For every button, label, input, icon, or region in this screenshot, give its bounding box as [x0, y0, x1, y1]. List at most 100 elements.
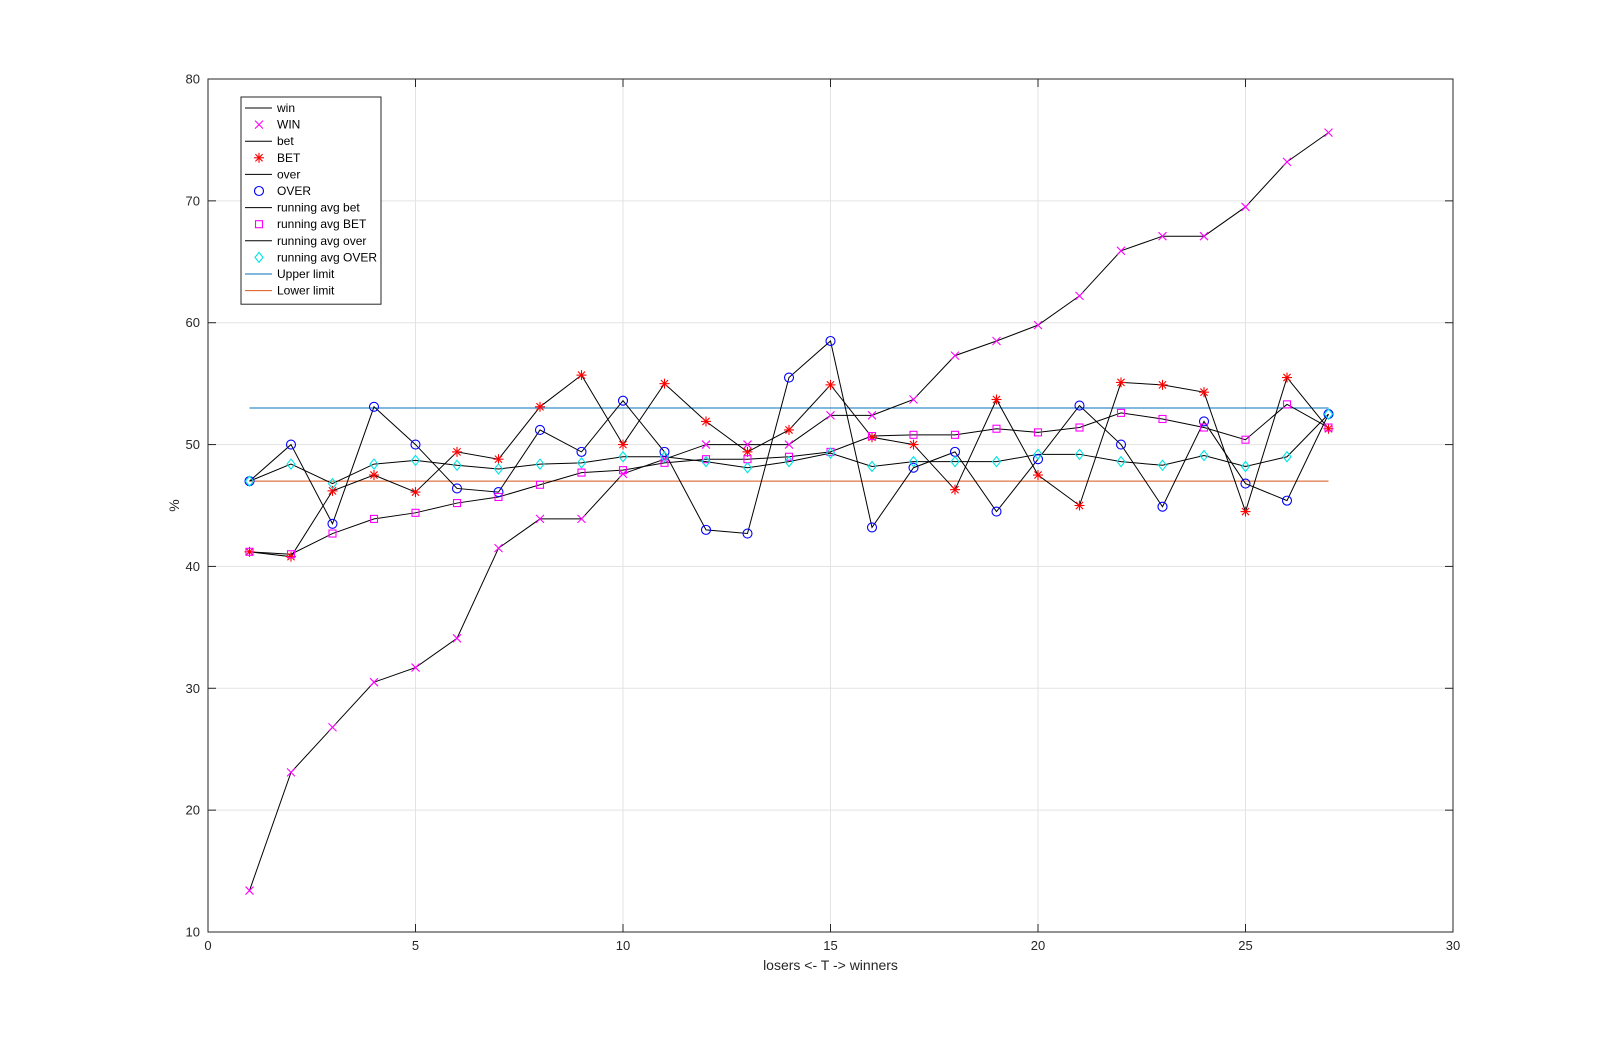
data-point-over — [1240, 478, 1251, 489]
data-point-win — [577, 514, 586, 524]
data-point-running-avg-over — [701, 455, 711, 468]
legend-entry-running-avg-bet: running avg bet — [245, 201, 360, 215]
data-point-over — [825, 335, 836, 347]
x-tick-label: 10 — [616, 938, 630, 953]
data-point-running-avg-bet — [494, 492, 503, 502]
data-point-running-avg-over — [1033, 448, 1043, 461]
data-point-running-avg-bet — [909, 430, 918, 439]
data-point-bet — [1282, 372, 1292, 383]
data-point-running-avg-over — [576, 456, 587, 469]
legend-label: WIN — [277, 118, 300, 132]
data-point-win — [328, 722, 337, 732]
y-tick-label: 80 — [186, 72, 200, 87]
data-point-bet — [1074, 500, 1085, 511]
data-point-win — [1158, 231, 1167, 241]
y-tick-label: 70 — [186, 193, 200, 208]
legend-label: win — [276, 101, 295, 115]
x-tick-label: 30 — [1446, 938, 1460, 953]
data-point-bet — [908, 439, 919, 450]
data-point-running-avg-bet — [1158, 414, 1167, 424]
data-point-running-avg-bet — [1282, 400, 1292, 409]
data-point-running-avg-bet — [1075, 423, 1084, 432]
data-point-bet — [618, 439, 628, 450]
data-point-running-avg-over — [1199, 449, 1209, 462]
data-point-over — [742, 528, 753, 539]
data-point-win — [1241, 202, 1250, 212]
y-tick-label: 30 — [186, 681, 200, 696]
data-point-bet — [1033, 470, 1043, 481]
data-point-running-avg-over — [991, 455, 1002, 468]
data-point-win — [494, 543, 503, 553]
x-tick-label: 20 — [1031, 938, 1045, 953]
data-point-bet — [535, 401, 545, 412]
legend-label: OVER — [277, 184, 311, 198]
data-point-win — [1199, 231, 1209, 241]
ticks: 0 5 10 15 20 25 30 10 20 30 40 50 60 70 80 — [186, 72, 1461, 954]
y-tick-label: 10 — [186, 925, 200, 940]
data-point-over — [410, 439, 421, 450]
data-point-running-avg-over — [1157, 459, 1168, 472]
data-point-win — [1282, 157, 1292, 167]
data-point-running-avg-over — [452, 459, 462, 472]
data-point-running-avg-bet — [411, 508, 420, 517]
legend-entry-win: WIN — [254, 118, 300, 132]
data-point-over — [866, 522, 878, 533]
series-line-over — [249, 340, 1329, 535]
data-point-over — [617, 395, 629, 406]
data-point-over — [493, 487, 504, 498]
series-running-avg-bet — [245, 400, 1333, 559]
data-point-running-avg-over — [784, 455, 794, 468]
data-point-running-avg-over — [618, 450, 628, 463]
y-tick-label: 60 — [186, 315, 200, 330]
legend-label: Upper limit — [277, 267, 335, 281]
data-point-running-avg-over — [1240, 460, 1251, 473]
data-point-bet — [1240, 506, 1251, 517]
legend-marker — [253, 185, 265, 197]
legend-label: bet — [277, 134, 294, 148]
data-point-over — [1115, 439, 1127, 450]
data-point-running-avg-bet — [701, 455, 711, 464]
data-point-running-avg-over — [1074, 448, 1085, 461]
legend-marker — [254, 152, 264, 163]
data-point-over — [1281, 495, 1293, 506]
data-point-win — [784, 440, 794, 449]
data-point-bet — [493, 454, 504, 465]
data-point-running-avg-bet — [950, 430, 960, 439]
legend-marker — [254, 251, 264, 264]
data-point-running-avg-bet — [1116, 408, 1126, 417]
data-point-win — [535, 514, 545, 524]
data-point-running-avg-over — [742, 461, 753, 474]
x-tick-label: 15 — [823, 938, 837, 953]
legend-label: Lower limit — [277, 284, 335, 298]
data-point-running-avg-over — [867, 460, 877, 473]
legend: win WIN bet BET over OVER running avg bet runni… — [240, 96, 382, 305]
data-point-bet — [410, 487, 421, 498]
data-point-win — [1116, 246, 1126, 256]
data-point-over — [991, 506, 1002, 517]
legend-label: running avg OVER — [277, 250, 377, 264]
series-over — [249, 340, 1329, 535]
x-tick-label: 25 — [1238, 938, 1252, 953]
data-point-running-avg-bet — [286, 550, 296, 559]
legend-label: running avg BET — [277, 217, 367, 231]
data-point-running-avg-over — [1323, 408, 1334, 420]
data-point-win — [950, 351, 960, 361]
data-point-over — [576, 446, 587, 457]
data-point-bet — [576, 370, 587, 381]
series-bet — [244, 370, 1334, 562]
data-point-bet — [659, 378, 670, 389]
data-point-bet — [784, 424, 794, 435]
data-point-running-avg-over — [825, 447, 836, 459]
y-axis-label: % — [166, 499, 182, 511]
legend-label: running avg bet — [277, 201, 360, 215]
data-point-running-avg-bet — [452, 499, 462, 508]
data-point-bet — [1199, 387, 1209, 398]
data-point-bet — [1116, 377, 1126, 388]
data-point-win — [867, 410, 877, 420]
data-point-running-avg-over — [244, 475, 255, 488]
legend-entry-running-avg-over: running avg OVER — [254, 250, 377, 264]
data-point-over — [285, 439, 297, 450]
legend-box — [240, 96, 382, 305]
data-point-running-avg-bet — [992, 424, 1001, 433]
